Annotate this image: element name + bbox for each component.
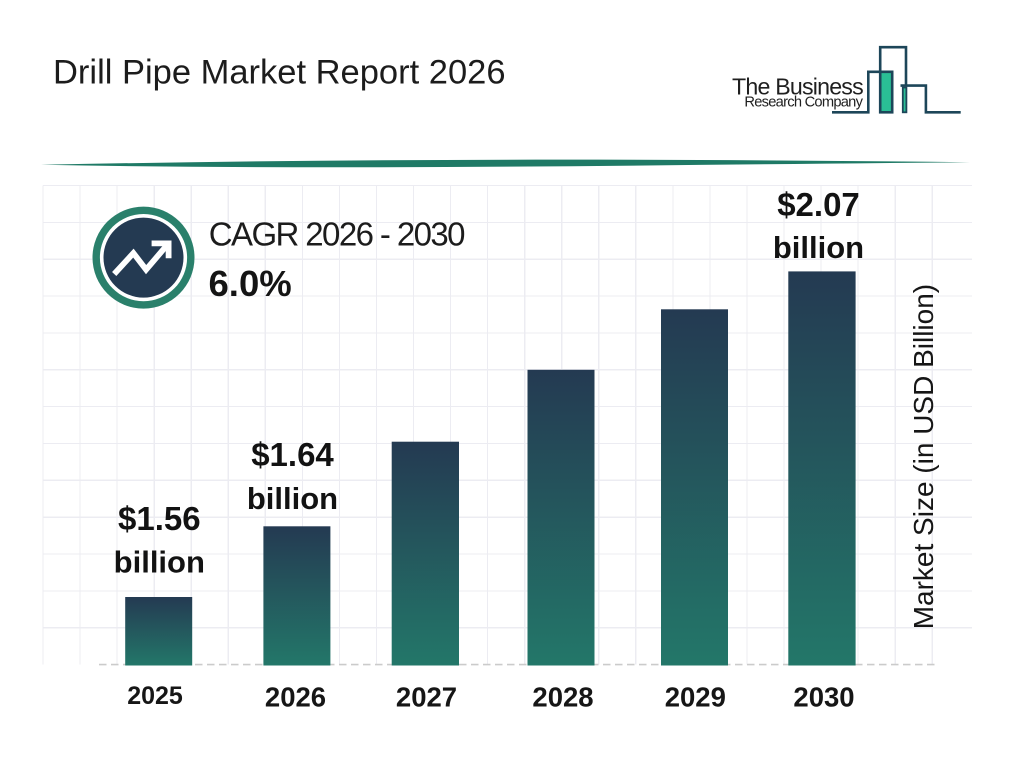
svg-text:2027: 2027 [396, 682, 457, 713]
svg-text:billion: billion [247, 481, 338, 516]
svg-text:The Business: The Business [732, 74, 863, 100]
svg-text:billion: billion [773, 230, 864, 265]
svg-text:2029: 2029 [665, 682, 726, 713]
svg-text:2028: 2028 [532, 682, 593, 713]
svg-text:2030: 2030 [793, 682, 854, 713]
svg-text:CAGR 2026 - 2030: CAGR 2026 - 2030 [209, 216, 465, 253]
svg-text:billion: billion [114, 545, 205, 580]
svg-text:$1.56: $1.56 [118, 500, 201, 537]
svg-text:$2.07: $2.07 [777, 186, 860, 223]
svg-text:2026: 2026 [265, 682, 326, 713]
svg-text:6.0%: 6.0% [209, 263, 292, 304]
svg-text:Drill Pipe Market Report 2026: Drill Pipe Market Report 2026 [53, 54, 506, 92]
svg-text:Market Size (in USD Billion): Market Size (in USD Billion) [908, 284, 939, 629]
svg-text:$1.64: $1.64 [251, 436, 334, 473]
svg-text:2025: 2025 [127, 682, 183, 710]
svg-text:Research Company: Research Company [744, 94, 863, 110]
